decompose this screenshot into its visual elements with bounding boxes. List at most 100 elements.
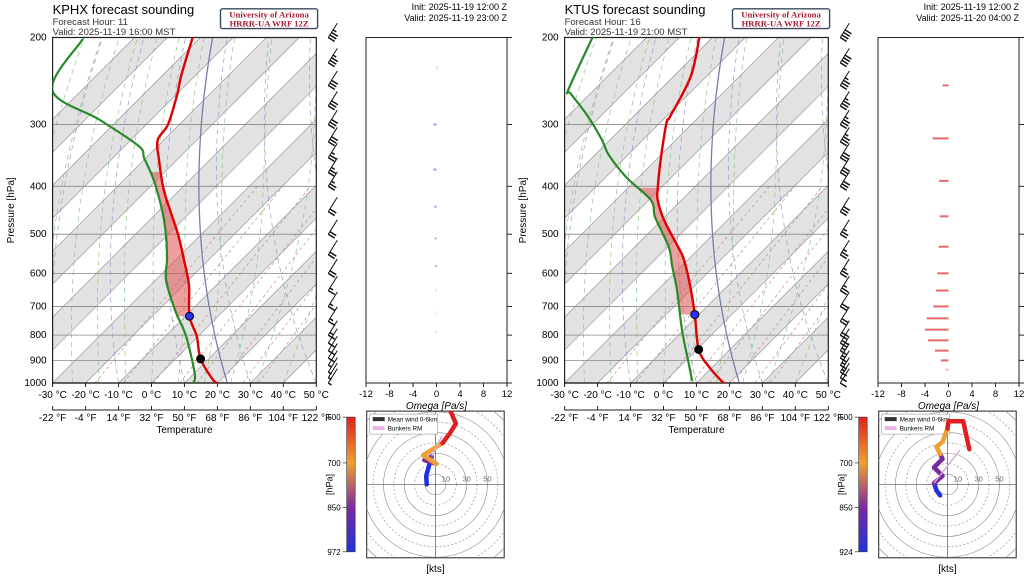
svg-text:500: 500 [542, 229, 559, 240]
svg-text:-30 °C: -30 °C [550, 390, 578, 401]
svg-text:Temperature: Temperature [668, 425, 725, 436]
svg-text:Omega [Pa/s]: Omega [Pa/s] [406, 401, 467, 412]
svg-text:900: 900 [542, 355, 559, 366]
svg-text:-22 °F: -22 °F [39, 413, 66, 424]
svg-text:104 °F: 104 °F [269, 413, 299, 424]
svg-text:70: 70 [504, 474, 512, 483]
svg-text:Bunkers RM: Bunkers RM [388, 426, 423, 433]
svg-text:20 °C: 20 °C [205, 390, 230, 401]
svg-text:[kts]: [kts] [426, 564, 445, 575]
svg-text:800: 800 [542, 330, 559, 341]
svg-text:-10 °C: -10 °C [104, 390, 132, 401]
svg-text:300: 300 [30, 120, 47, 131]
svg-text:70: 70 [1016, 474, 1024, 483]
svg-text:-8: -8 [897, 389, 905, 400]
svg-text:924: 924 [839, 548, 853, 557]
svg-text:800: 800 [30, 330, 47, 341]
svg-text:30 °C: 30 °C [750, 390, 775, 401]
svg-text:20 °C: 20 °C [717, 390, 742, 401]
svg-text:400: 400 [542, 181, 559, 192]
svg-text:Valid: 2025-11-19 23:00 Z: Valid: 2025-11-19 23:00 Z [404, 13, 507, 23]
svg-text:Mean wind 0-6km: Mean wind 0-6km [900, 417, 950, 424]
svg-text:14 °F: 14 °F [107, 413, 131, 424]
svg-text:-4: -4 [409, 389, 417, 400]
svg-text:[kts]: [kts] [938, 564, 957, 575]
svg-text:Mean wind 0-6km: Mean wind 0-6km [388, 417, 438, 424]
svg-text:32 °F: 32 °F [139, 413, 163, 424]
svg-text:[hPa]: [hPa] [837, 474, 847, 495]
svg-text:-4 °F: -4 °F [75, 413, 97, 424]
svg-text:300: 300 [542, 120, 559, 131]
svg-text:850: 850 [327, 503, 341, 512]
svg-text:Pressure [hPa]: Pressure [hPa] [518, 177, 529, 243]
svg-text:50: 50 [483, 474, 491, 483]
svg-text:200: 200 [542, 33, 559, 44]
svg-text:30: 30 [974, 474, 982, 483]
svg-text:-20 °C: -20 °C [71, 390, 99, 401]
svg-text:700: 700 [542, 301, 559, 312]
svg-text:Valid: 2025-11-19 16:00 MST: Valid: 2025-11-19 16:00 MST [53, 27, 176, 38]
svg-text:KTUS forecast sounding: KTUS forecast sounding [565, 2, 706, 17]
svg-text:KPHX forecast sounding: KPHX forecast sounding [53, 2, 195, 17]
svg-text:50 °C: 50 °C [304, 390, 329, 401]
svg-text:8: 8 [481, 389, 486, 400]
svg-text:700: 700 [839, 459, 853, 468]
svg-text:12: 12 [1014, 389, 1024, 400]
svg-text:-20 °C: -20 °C [583, 390, 611, 401]
svg-text:68 °F: 68 °F [717, 413, 741, 424]
svg-text:4: 4 [969, 389, 974, 400]
svg-text:Init: 2025-11-19 12:00 Z: Init: 2025-11-19 12:00 Z [412, 2, 508, 12]
svg-text:8: 8 [993, 389, 998, 400]
svg-text:-22 °F: -22 °F [551, 413, 578, 424]
svg-text:600: 600 [542, 268, 559, 279]
svg-text:50 °F: 50 °F [684, 413, 708, 424]
svg-text:14 °F: 14 °F [619, 413, 643, 424]
svg-text:30 °C: 30 °C [238, 390, 263, 401]
svg-text:[hPa]: [hPa] [325, 474, 335, 495]
svg-text:-4: -4 [921, 389, 929, 400]
svg-text:10 °C: 10 °C [172, 390, 197, 401]
svg-text:86 °F: 86 °F [238, 413, 262, 424]
svg-text:68 °F: 68 °F [205, 413, 229, 424]
svg-text:-4 °F: -4 °F [587, 413, 609, 424]
svg-text:50: 50 [995, 474, 1003, 483]
svg-text:0: 0 [946, 389, 951, 400]
svg-text:30: 30 [462, 474, 470, 483]
svg-text:Temperature: Temperature [156, 425, 213, 436]
svg-text:1000: 1000 [24, 378, 47, 389]
svg-text:HRRR-UA WRF 12Z: HRRR-UA WRF 12Z [741, 18, 820, 28]
svg-text:700: 700 [327, 459, 341, 468]
svg-text:Bunkers RM: Bunkers RM [900, 426, 935, 433]
svg-text:500: 500 [327, 413, 341, 422]
svg-text:0: 0 [434, 389, 439, 400]
svg-text:-8: -8 [385, 389, 393, 400]
svg-text:Init: 2025-11-19 12:00 Z: Init: 2025-11-19 12:00 Z [924, 2, 1020, 12]
svg-text:50 °F: 50 °F [172, 413, 196, 424]
svg-text:600: 600 [30, 268, 47, 279]
svg-text:-12: -12 [871, 389, 885, 400]
svg-text:104 °F: 104 °F [781, 413, 811, 424]
svg-text:4: 4 [457, 389, 462, 400]
svg-text:Pressure [hPa]: Pressure [hPa] [6, 177, 17, 243]
svg-text:40 °C: 40 °C [271, 390, 296, 401]
svg-text:32 °F: 32 °F [651, 413, 675, 424]
svg-text:10: 10 [442, 474, 450, 483]
svg-text:Valid: 2025-11-19 21:00 MST: Valid: 2025-11-19 21:00 MST [565, 27, 688, 38]
svg-text:HRRR-UA WRF 12Z: HRRR-UA WRF 12Z [229, 18, 308, 28]
svg-text:0 °C: 0 °C [654, 390, 674, 401]
svg-text:50 °C: 50 °C [816, 390, 841, 401]
svg-text:10 °C: 10 °C [684, 390, 709, 401]
svg-text:972: 972 [327, 548, 341, 557]
svg-text:86 °F: 86 °F [750, 413, 774, 424]
svg-text:0 °C: 0 °C [142, 390, 162, 401]
svg-text:-10 °C: -10 °C [616, 390, 644, 401]
svg-text:Valid: 2025-11-20 04:00 Z: Valid: 2025-11-20 04:00 Z [916, 13, 1019, 23]
svg-text:12: 12 [502, 389, 512, 400]
svg-text:400: 400 [30, 181, 47, 192]
svg-text:10: 10 [954, 474, 962, 483]
svg-text:40 °C: 40 °C [783, 390, 808, 401]
svg-text:1000: 1000 [536, 378, 559, 389]
svg-text:-12: -12 [359, 389, 373, 400]
svg-text:200: 200 [30, 33, 47, 44]
svg-text:-30 °C: -30 °C [38, 390, 66, 401]
